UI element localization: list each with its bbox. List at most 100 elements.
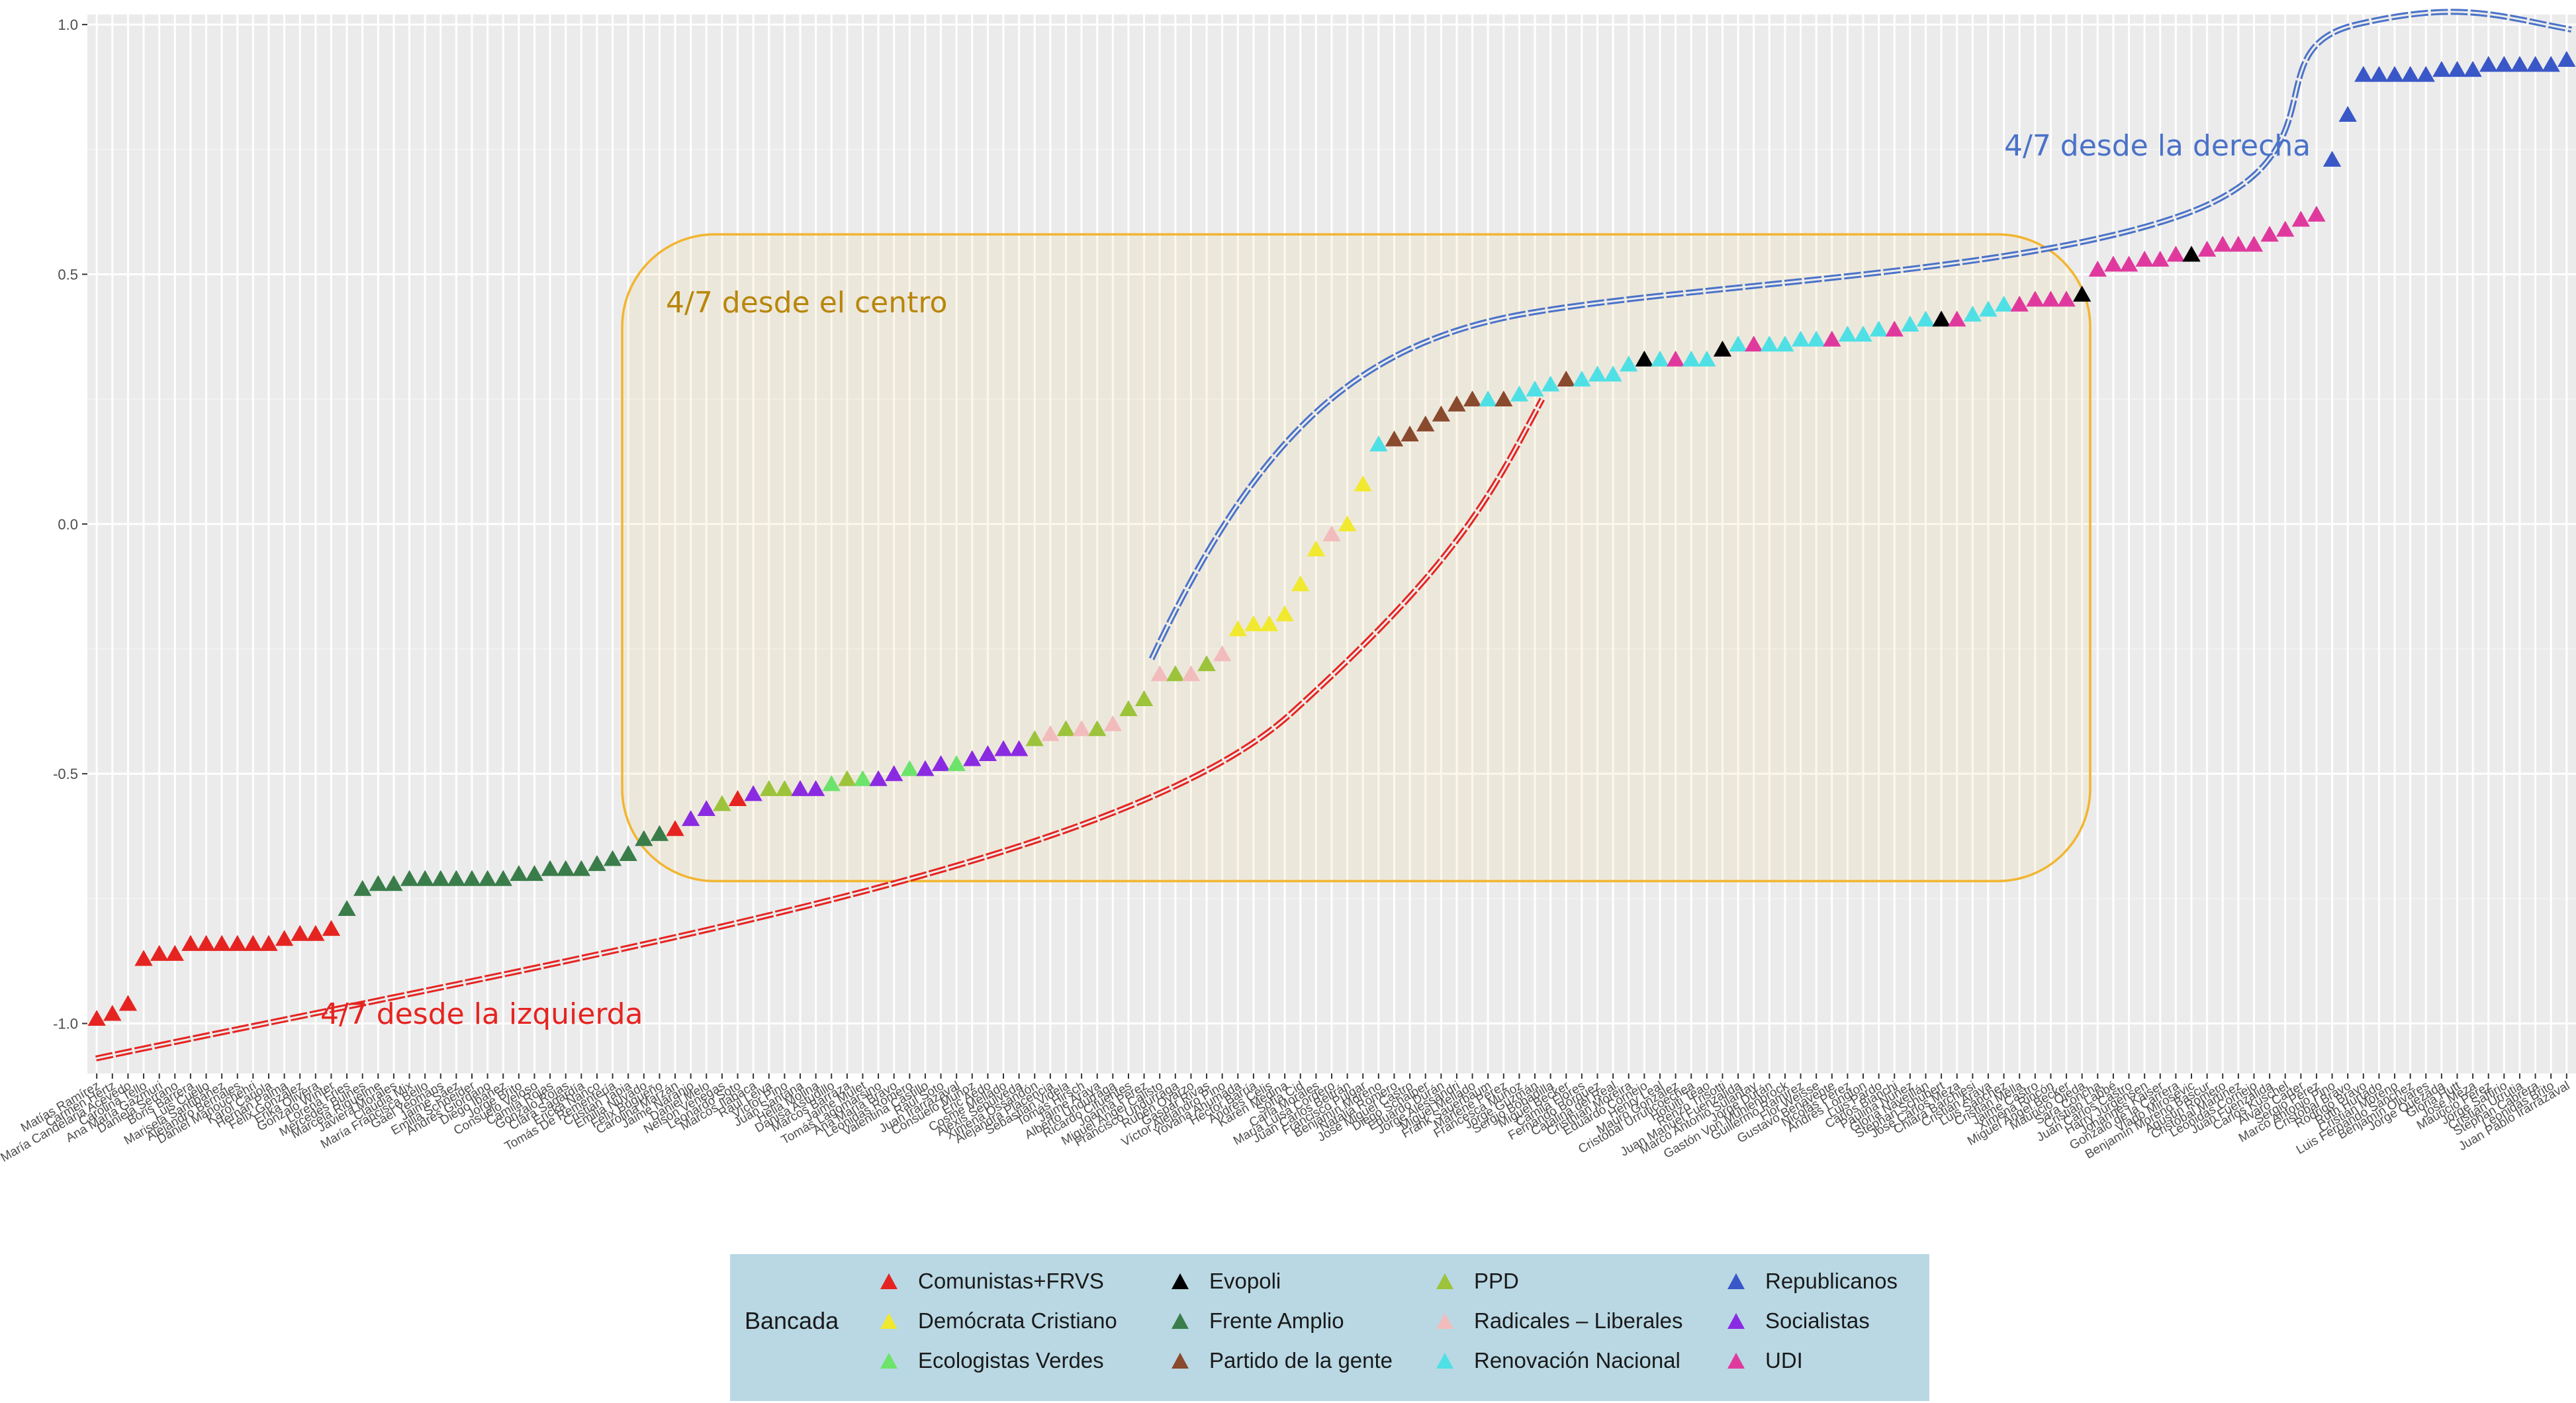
data-point (2526, 56, 2545, 72)
y-tick-label: 0.5 (58, 266, 78, 283)
data-point (2057, 291, 2076, 307)
data-point (275, 930, 294, 946)
data-point (1682, 350, 1700, 367)
legend-item: Republicanos (1722, 1265, 1898, 1298)
data-point (635, 830, 653, 846)
data-point (2557, 50, 2576, 67)
data-point (1103, 715, 1122, 731)
data-point (541, 860, 559, 876)
data-point (165, 944, 184, 961)
right-curve-inner (1150, 11, 2572, 660)
data-point (2010, 295, 2029, 312)
data-point (2041, 291, 2060, 307)
legend-item: Ecologistas Verdes (874, 1344, 1104, 1377)
data-point (353, 880, 372, 896)
data-point (1150, 665, 1169, 682)
legend-item: Demócrata Cristiano (874, 1304, 1117, 1337)
data-point (603, 850, 622, 866)
data-point (118, 995, 138, 1011)
data-point (1620, 355, 1638, 372)
data-points (87, 50, 2576, 1026)
y-tick-label: -1.0 (53, 1016, 78, 1032)
data-point (1322, 525, 1341, 541)
data-point (1994, 295, 2013, 312)
legend-triangle-icon (1166, 1267, 1195, 1296)
data-point (1166, 665, 1185, 682)
data-point (259, 934, 278, 951)
data-point (947, 755, 966, 772)
data-point (181, 934, 200, 951)
data-point (2151, 250, 2170, 267)
legend-item: Radicales – Liberales (1430, 1304, 1683, 1337)
data-point (134, 950, 153, 966)
left-curve-inner (95, 398, 1543, 1060)
data-point (1745, 336, 1763, 352)
legend-title: Bancada (745, 1307, 839, 1334)
data-point (291, 925, 309, 941)
data-point (1354, 475, 1372, 492)
data-point (666, 820, 684, 837)
data-point (916, 760, 935, 776)
y-tick-label: -0.5 (53, 766, 78, 782)
data-point (931, 755, 950, 772)
data-point (869, 770, 888, 786)
data-point (2369, 66, 2389, 82)
data-point (1916, 310, 1935, 327)
data-point (1416, 415, 1435, 431)
data-point (1401, 425, 1419, 442)
data-point (1979, 300, 1998, 317)
legend-label: Renovación Nacional (1474, 1348, 1680, 1373)
data-point (2104, 255, 2123, 272)
data-point (1041, 725, 1060, 741)
data-point (1729, 336, 1747, 352)
data-point (2448, 61, 2467, 77)
data-point (2354, 66, 2373, 82)
legend-item: Socialistas (1722, 1304, 1870, 1337)
legend-item: Renovación Nacional (1430, 1344, 1680, 1377)
legend-triangle-icon (1722, 1306, 1751, 1335)
data-point (1776, 336, 1794, 352)
data-point (1072, 720, 1091, 737)
data-point (2401, 66, 2420, 82)
data-point (2182, 246, 2201, 262)
legend-triangle-icon (1430, 1267, 1459, 1296)
data-point (1963, 305, 1982, 322)
data-point (447, 870, 466, 886)
data-point (806, 780, 825, 796)
data-point (525, 865, 544, 882)
data-point (2432, 61, 2451, 77)
data-point (713, 795, 731, 811)
data-point (900, 760, 919, 776)
data-point (2416, 66, 2435, 82)
data-point (2166, 246, 2185, 262)
data-point (1838, 326, 1857, 342)
legend-label: Demócrata Cristiano (918, 1308, 1117, 1333)
data-point (1541, 375, 1560, 392)
data-point (463, 870, 481, 886)
data-point (338, 899, 356, 916)
data-point (322, 920, 341, 936)
data-point (244, 934, 263, 951)
legend-label: Frente Amplio (1209, 1308, 1344, 1333)
legend-triangle-icon (874, 1306, 903, 1335)
data-point (1228, 620, 1247, 637)
data-point (1948, 310, 1966, 327)
data-point (2338, 105, 2357, 122)
data-point (1932, 310, 1951, 327)
data-point (1495, 390, 1513, 407)
data-point (1807, 330, 1825, 347)
data-point (228, 934, 247, 951)
data-point (1119, 700, 1138, 717)
legend-triangle-icon (1430, 1306, 1459, 1335)
data-point (978, 745, 997, 762)
data-point (2510, 56, 2529, 72)
data-point (2495, 56, 2514, 72)
data-point (1307, 540, 1326, 557)
legend-label: UDI (1765, 1348, 1803, 1373)
data-point (557, 860, 575, 876)
data-point (588, 855, 606, 872)
data-point (1275, 605, 1294, 621)
data-point (1854, 326, 1872, 342)
